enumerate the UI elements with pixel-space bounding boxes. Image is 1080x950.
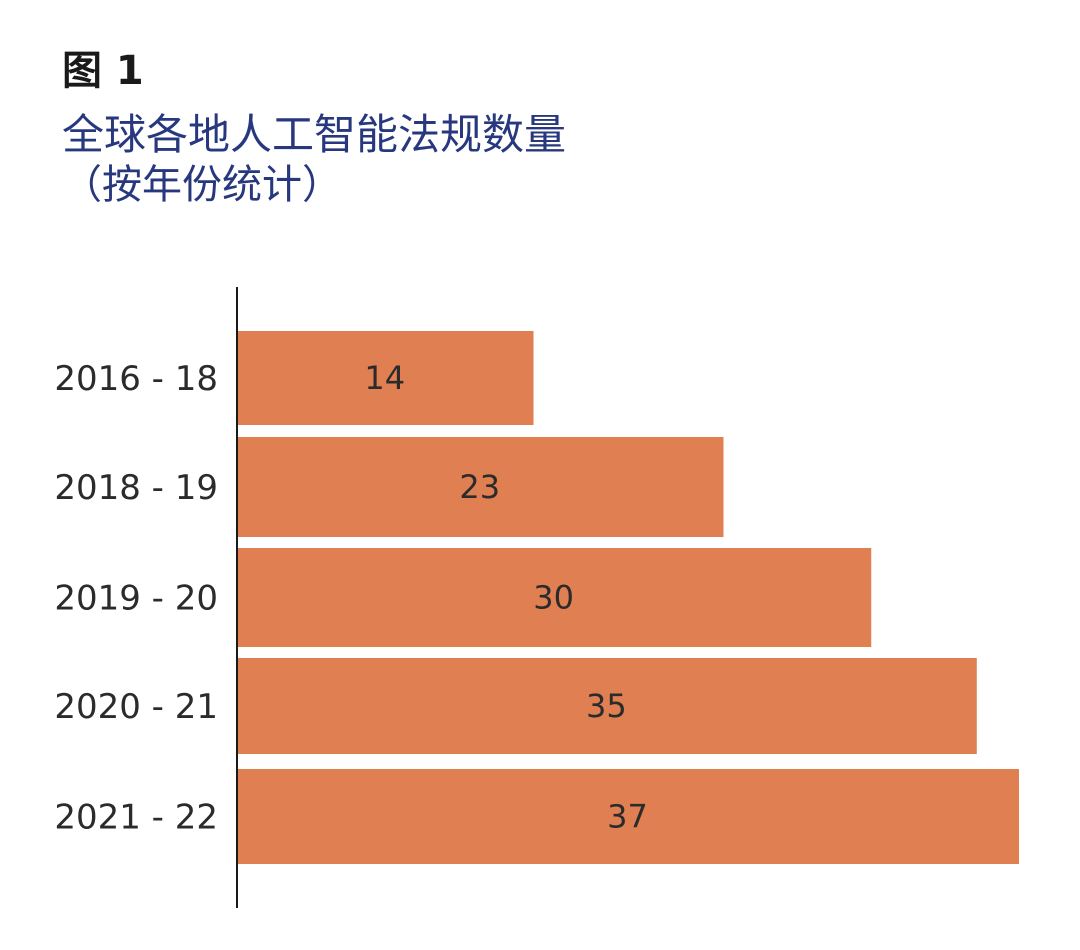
data-label-5: 37 (607, 798, 648, 836)
bar-5 (238, 769, 1019, 864)
category-label-5: 2021 - 22 (54, 798, 218, 838)
category-label-3: 2019 - 20 (54, 579, 218, 619)
bar-2 (238, 437, 724, 537)
figure-label: 图 1 (62, 48, 144, 94)
category-label-1: 2016 - 18 (54, 359, 218, 399)
data-label-1: 14 (364, 359, 405, 397)
data-label-4: 35 (586, 687, 627, 725)
chart-subtitle: （按年份统计） (62, 162, 342, 208)
category-labels-layer: 2016 - 18 2018 - 19 2019 - 20 2020 - 21 2021… (54, 359, 218, 838)
bar-4 (238, 658, 977, 754)
bar-1 (238, 331, 534, 425)
category-label-2: 2018 - 19 (54, 468, 218, 508)
data-label-2: 23 (459, 468, 500, 506)
value-labels-layer: 14 23 30 35 37 (364, 359, 647, 836)
chart-title: 全球各地人工智能法规数量 (62, 110, 567, 159)
data-label-3: 30 (533, 579, 574, 617)
category-label-4: 2020 - 21 (54, 687, 218, 727)
bars-layer (238, 331, 1019, 864)
bar-3 (238, 548, 872, 647)
